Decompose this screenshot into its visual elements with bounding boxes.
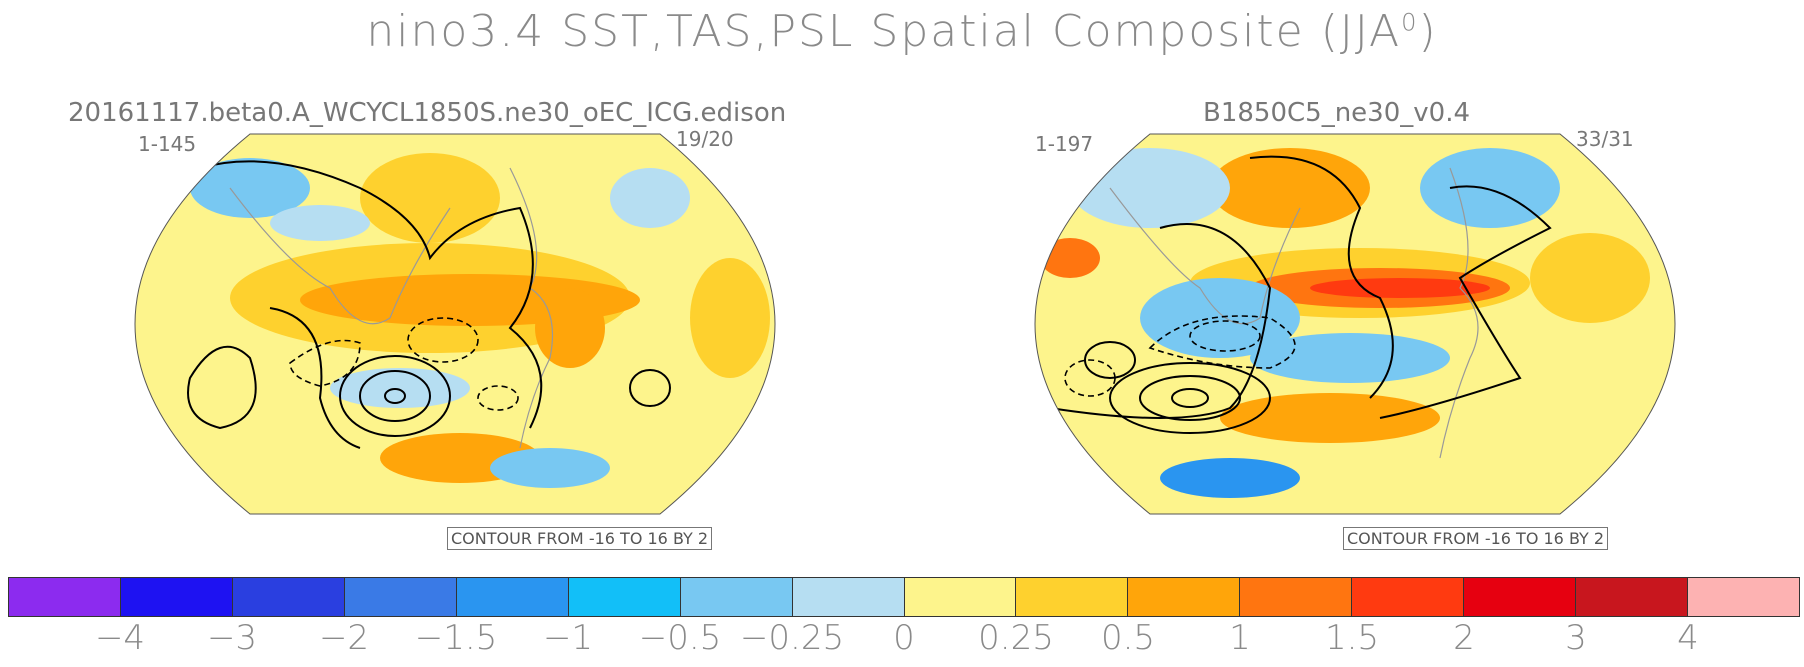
colorbar-swatch: [904, 578, 1017, 616]
right-anomaly-cool-arctic: [1420, 148, 1560, 228]
colorbar-tick-label: 4: [1677, 618, 1699, 658]
left-panel-counts: 19/20: [676, 127, 734, 151]
colorbar-swatch: [1576, 578, 1689, 616]
colorbar-tick-label: −4: [94, 618, 146, 658]
left-psl-contour-2: [187, 345, 257, 430]
colorbar-swatch: [232, 578, 345, 616]
right-contour-note: CONTOUR FROM -16 TO 16 BY 2: [1343, 527, 1609, 550]
chart-title: nino3.4 SST,TAS,PSL Spatial Composite (J…: [366, 6, 1438, 57]
right-psl-contour-7: [1171, 388, 1209, 408]
left-psl-contour-dashed-3: [477, 385, 519, 411]
left-psl-contour-dashed-2: [407, 317, 479, 363]
colorbar-tick-label: −1: [542, 618, 594, 658]
left-psl-contour-1: [199, 160, 543, 429]
colorbar: [8, 577, 1800, 617]
right-coastline-americas: [1439, 167, 1479, 459]
right-psl-contour-3: [1379, 185, 1552, 419]
colorbar-swatch: [1016, 578, 1129, 616]
left-anomaly-cool-europe: [270, 205, 370, 241]
left-psl-contour-3: [269, 307, 361, 449]
colorbar-swatch: [1352, 578, 1465, 616]
left-anomaly-cool-south: [490, 448, 610, 488]
colorbar-tick-label: −2: [318, 618, 370, 658]
left-contour-note: CONTOUR FROM -16 TO 16 BY 2: [447, 527, 713, 550]
left-anomaly-cool-pacific: [330, 368, 470, 408]
right-psl-contour-2: [1049, 223, 1272, 419]
right-psl-contour-4: [1084, 341, 1136, 379]
colorbar-labels: −4 −3 −2 −1.5 −1 −0.5 −0.25 0 0.25 0.5 1 1.5 2 3 4: [8, 618, 1800, 662]
left-panel-title: 20161117.beta0.A_WCYCL1850S.ne30_oEC_ICG…: [68, 98, 787, 128]
colorbar-swatch: [1128, 578, 1241, 616]
right-anomaly-warm-africa: [1530, 233, 1650, 323]
colorbar-tick-label: 2: [1453, 618, 1475, 658]
left-psl-contour-4: [339, 355, 451, 437]
colorbar-tick-label: 0.5: [1100, 618, 1156, 658]
right-panel-title: B1850C5_ne30_v0.4: [1203, 98, 1470, 128]
right-psl-contour-dashed-3: [1064, 359, 1116, 397]
right-psl-contour-dashed-1: [1148, 315, 1296, 369]
colorbar-tick-label: 0.25: [978, 618, 1054, 658]
colorbar-swatch: [456, 578, 569, 616]
left-anomaly-peru: [535, 288, 605, 368]
colorbar-tick-label: 1.5: [1324, 618, 1380, 658]
right-coastline-asia: [1109, 187, 1301, 325]
left-anomaly-cool-atlantic: [610, 168, 690, 228]
right-psl-contour-6: [1139, 375, 1241, 421]
colorbar-tick-label: 3: [1565, 618, 1587, 658]
colorbar-swatch: [344, 578, 457, 616]
left-psl-contour-5: [359, 370, 431, 422]
left-anomaly-cool-asia: [190, 158, 310, 218]
colorbar-tick-label: 0: [893, 618, 915, 658]
right-anomaly-north-pacific: [1210, 148, 1370, 228]
left-map-outline: [134, 133, 776, 515]
colorbar-swatch: [792, 578, 905, 616]
left-anomaly-warm-africa: [690, 258, 770, 378]
colorbar-swatch: [120, 578, 233, 616]
right-anomaly-cool-south-pacific: [1250, 333, 1450, 383]
colorbar-tick-label: −0.25: [739, 618, 845, 658]
colorbar-tick-label: −1.5: [414, 618, 498, 658]
right-psl-contour-1: [1249, 155, 1394, 399]
colorbar-swatch: [680, 578, 793, 616]
left-psl-contour-6: [384, 388, 406, 404]
right-map-outline: [1034, 133, 1676, 515]
right-panel-years: 1-197: [1035, 132, 1094, 156]
colorbar-swatch: [568, 578, 681, 616]
left-map: [134, 133, 776, 515]
colorbar-swatch: [1688, 578, 1799, 616]
left-anomaly-north-pacific: [360, 153, 500, 243]
right-panel-counts: 33/31: [1576, 127, 1634, 151]
colorbar-tick-label: 1: [1229, 618, 1251, 658]
left-psl-contour-7: [629, 369, 671, 407]
left-coastline-americas: [509, 167, 553, 449]
right-psl-contour-dashed-2: [1189, 320, 1261, 352]
left-coastline-asia: [229, 187, 451, 325]
colorbar-swatch: [9, 578, 121, 616]
right-map: [1034, 133, 1676, 515]
colorbar-tick-label: −3: [206, 618, 258, 658]
right-anomaly-warm-south: [1220, 393, 1440, 443]
left-psl-contour-dashed-1: [289, 339, 361, 387]
colorbar-tick-label: −0.5: [638, 618, 722, 658]
right-anomaly-cool-antarctic: [1160, 458, 1300, 498]
colorbar-swatch: [1240, 578, 1353, 616]
right-psl-contour-5: [1109, 362, 1271, 434]
right-anomaly-enso-core: [1310, 278, 1490, 298]
left-panel-years: 1-145: [138, 132, 197, 156]
right-anomaly-warm-west: [1040, 238, 1100, 278]
colorbar-swatch: [1464, 578, 1577, 616]
